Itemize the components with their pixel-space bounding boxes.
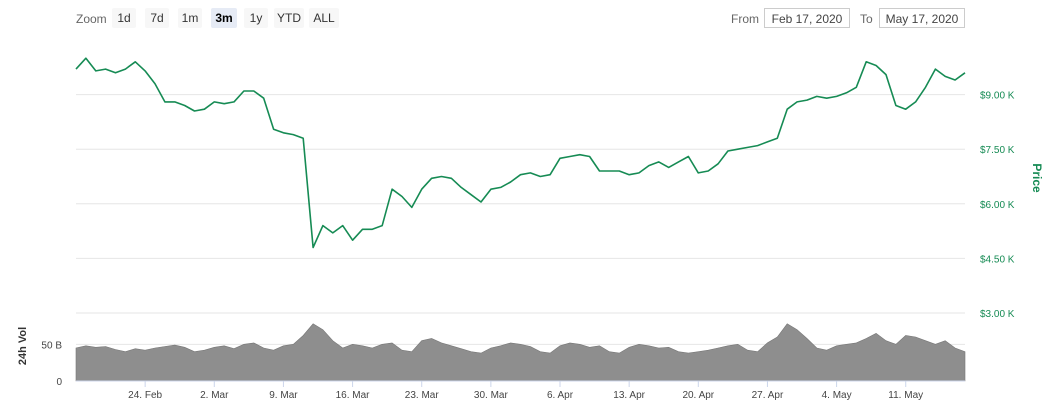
price-tick-label: $7.50 K: [980, 145, 1015, 156]
x-tick-label: 6. Apr: [547, 390, 574, 401]
date-axis: 24. Feb 2. Mar 9. Mar 16. Mar 23. Mar 30. Mar…: [76, 380, 965, 401]
x-tick-label: 20. Apr: [682, 390, 714, 401]
to-label: To: [860, 12, 873, 26]
volume-tick-label: 50 B: [41, 340, 62, 351]
volume-tick-label: 0: [56, 377, 62, 388]
price-tick-label: $9.00 K: [980, 91, 1015, 102]
x-tick-label: 13. Apr: [613, 390, 645, 401]
price-tick-label: $6.00 K: [980, 200, 1015, 211]
price-line: [75, 57, 966, 249]
zoom-3m-button[interactable]: 3m: [211, 8, 237, 28]
from-date-input[interactable]: Feb 17, 2020: [764, 8, 850, 28]
x-tick-label: 24. Feb: [128, 390, 162, 401]
volume-area: [75, 323, 966, 382]
zoom-all-button[interactable]: ALL: [309, 8, 339, 28]
price-gridlines: [76, 94, 965, 314]
x-tick-label: 11. May: [888, 390, 923, 401]
from-label: From: [731, 12, 759, 26]
zoom-1y-button[interactable]: 1y: [244, 8, 268, 28]
price-tick-label: $4.50 K: [980, 254, 1015, 265]
zoom-1d-button[interactable]: 1d: [112, 8, 136, 28]
zoom-ytd-button[interactable]: YTD: [274, 8, 304, 28]
zoom-label: Zoom: [76, 12, 107, 26]
x-tick-label: 30. Mar: [474, 390, 509, 401]
volume-axis-title: 24h Vol: [17, 327, 29, 365]
price-axis-title: Price: [1030, 163, 1043, 193]
price-series: [75, 57, 966, 249]
x-tick-label: 16. Mar: [336, 390, 371, 401]
price-tick-label: $3.00 K: [980, 309, 1015, 320]
volume-axis: 0 50 B: [41, 340, 62, 388]
volume-series: [75, 323, 966, 382]
x-tick-label: 23. Mar: [405, 390, 440, 401]
x-tick-label: 27. Apr: [752, 390, 784, 401]
zoom-1m-button[interactable]: 1m: [178, 8, 202, 28]
x-tick-label: 4. May: [822, 390, 852, 401]
x-tick-label: 9. Mar: [269, 390, 298, 401]
price-axis: $3.00 K $4.50 K $6.00 K $7.50 K $9.00 K: [980, 91, 1015, 320]
x-tick-label: 2. Mar: [200, 390, 229, 401]
to-date-input[interactable]: May 17, 2020: [879, 8, 965, 28]
range-selector: Zoom 1d 7d 1m 3m 1y YTD ALL From Feb 17,…: [0, 0, 1043, 36]
zoom-7d-button[interactable]: 7d: [145, 8, 169, 28]
